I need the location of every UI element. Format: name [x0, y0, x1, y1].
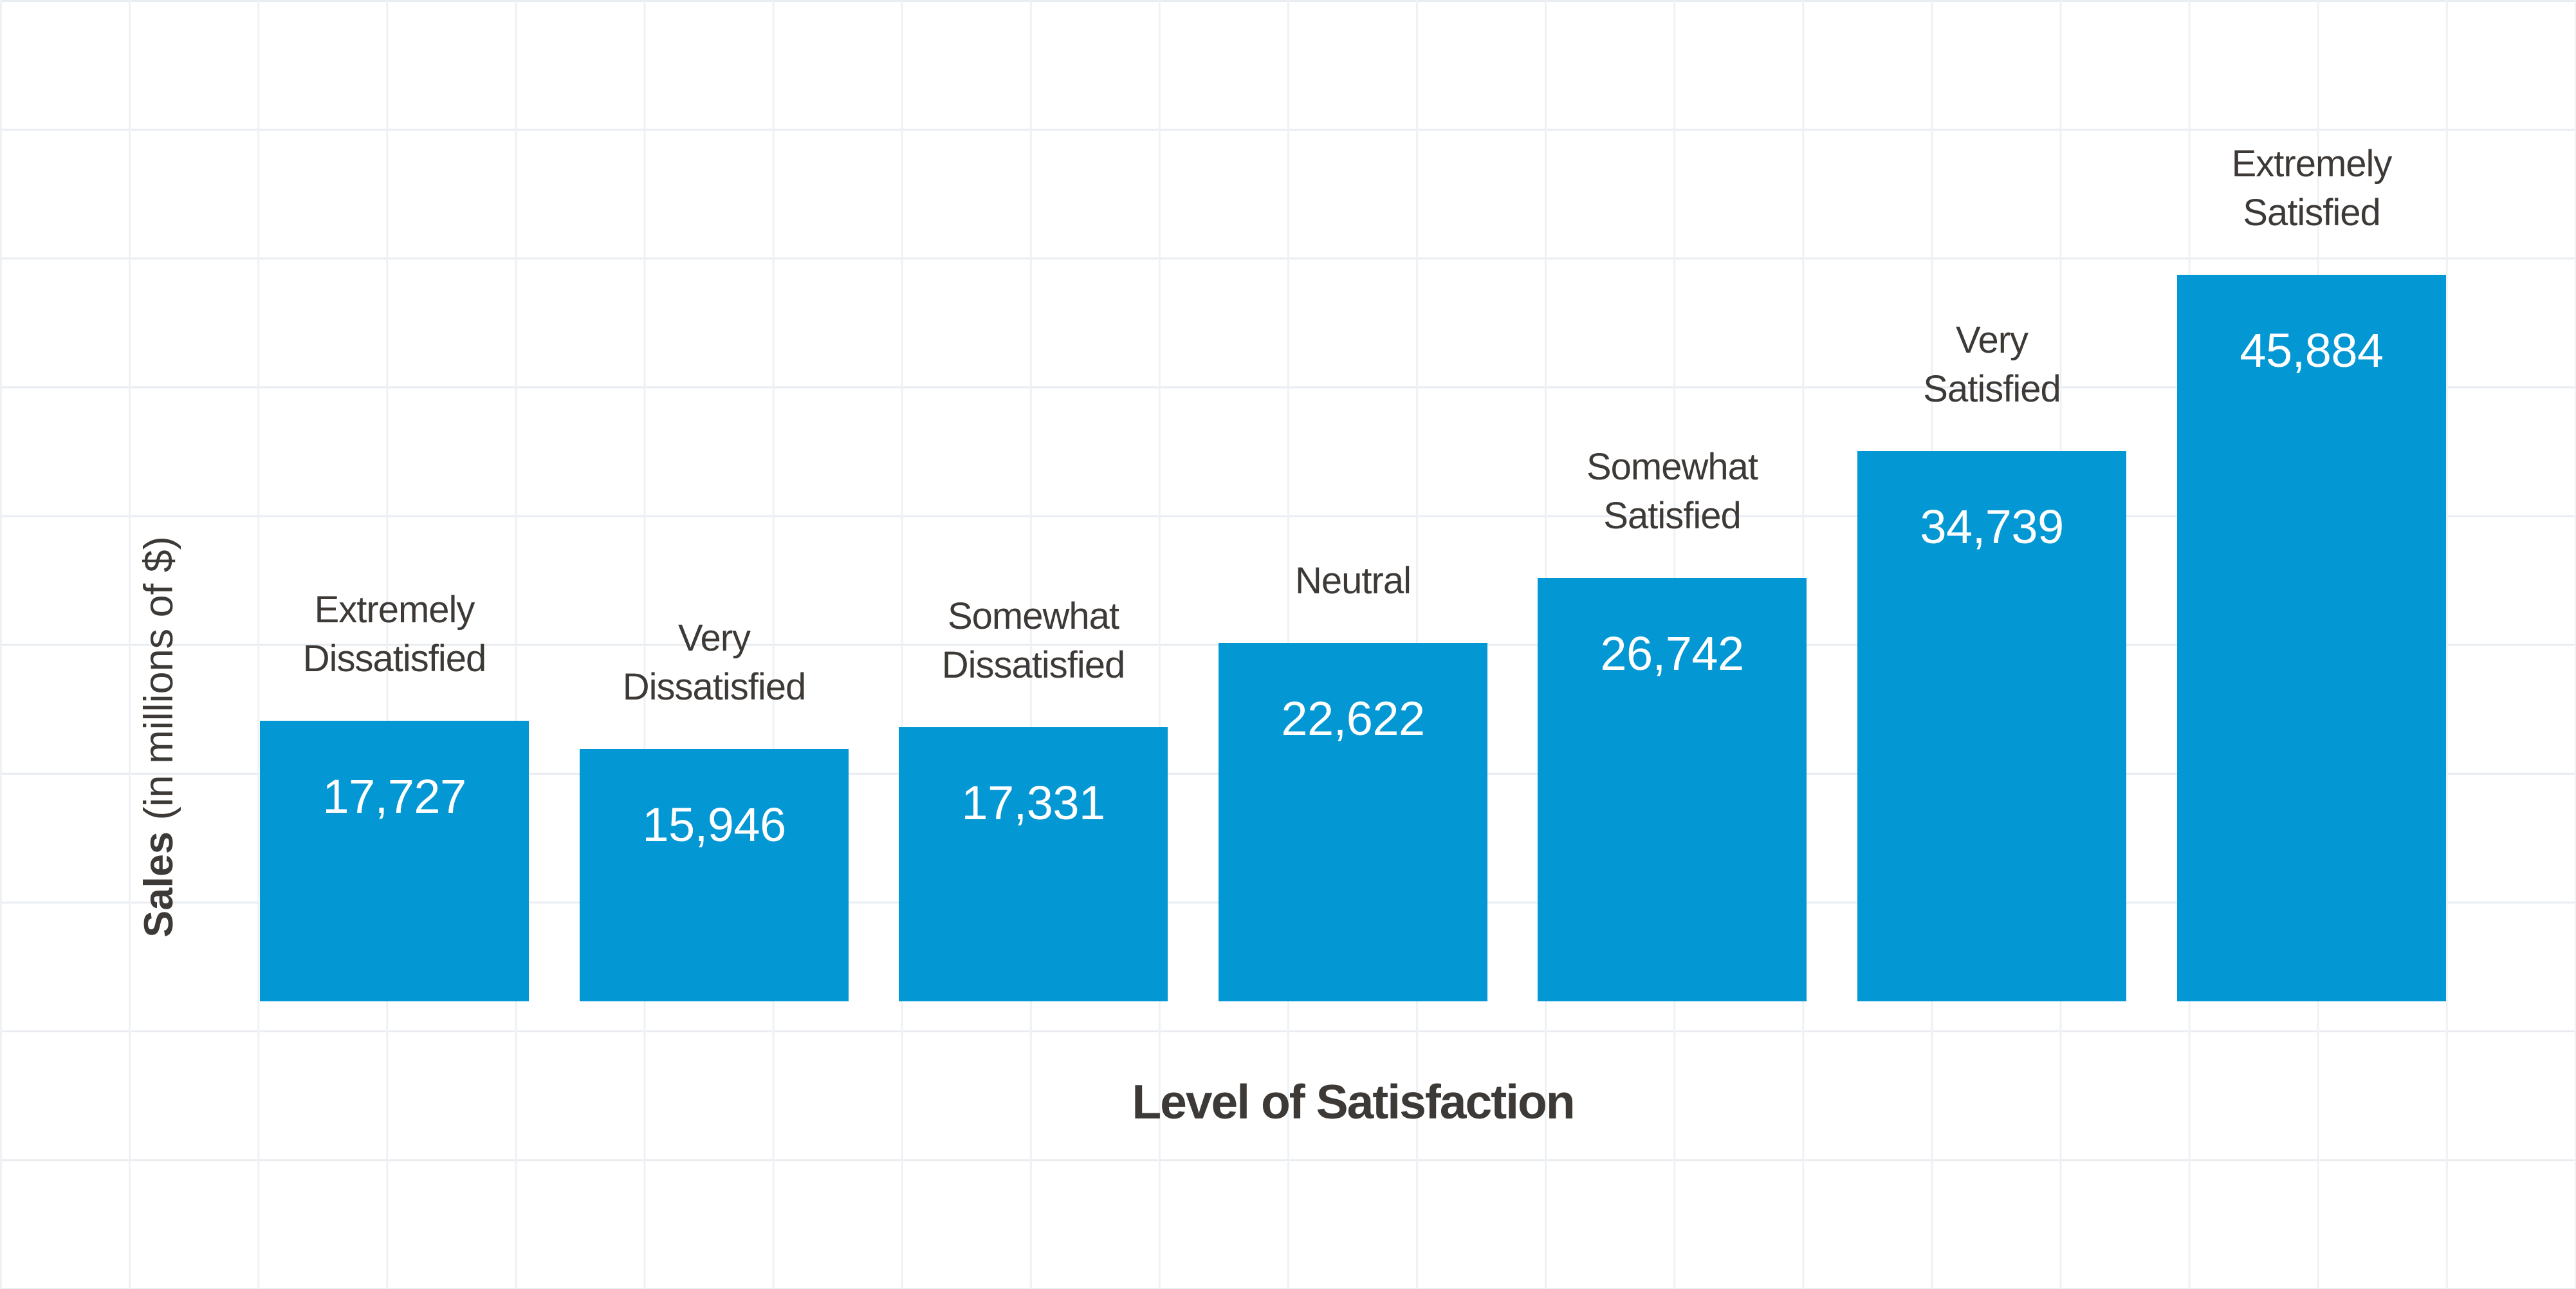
bar: 26,742 [1538, 578, 1807, 1001]
bar: 17,727 [260, 721, 529, 1001]
bar-category-label: Somewhat Dissatisfied [941, 595, 1126, 686]
y-axis-title-bold: Sales [136, 831, 181, 938]
bar-category-label: Very Satisfied [1923, 319, 2061, 410]
bar-category-label: Very Dissatisfied [622, 617, 807, 708]
bar-value-label: 34,739 [1920, 500, 2064, 553]
bar-category-label: Extremely Satisfied [2231, 143, 2393, 234]
bar-value-label: 45,884 [2240, 324, 2384, 377]
bar-value-label: 17,727 [322, 770, 466, 823]
y-axis-title-units: (in millions of $) [136, 536, 181, 821]
bar: 15,946 [580, 749, 849, 1001]
bar-category-label: Extremely Dissatisfied [302, 589, 487, 680]
y-axis-title: Sales (in millions of $) [136, 536, 182, 937]
bar: 34,739 [1857, 451, 2126, 1001]
bar-value-label: 22,622 [1281, 692, 1425, 745]
x-axis-title: Level of Satisfaction [1132, 1075, 1575, 1129]
bar-value-label: 15,946 [642, 798, 786, 851]
bar: 45,884 [2177, 275, 2446, 1001]
bar: 17,331 [899, 727, 1168, 1001]
bar-value-label: 26,742 [1600, 627, 1744, 680]
bar-category-label: Neutral [1295, 560, 1412, 602]
bar-value-label: 17,331 [961, 776, 1105, 830]
bar-category-label: Somewhat Satisfied [1586, 446, 1758, 537]
bar: 22,622 [1219, 643, 1487, 1001]
